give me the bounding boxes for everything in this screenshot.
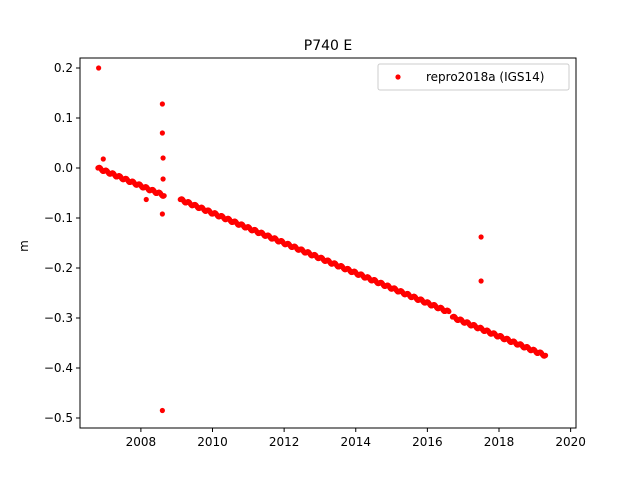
y-tick-label: 0.0 (54, 161, 73, 175)
y-tick-label: −0.1 (44, 211, 73, 225)
x-tick-label: 2012 (269, 435, 300, 449)
data-point (478, 278, 484, 284)
y-tick-label: −0.4 (44, 361, 73, 375)
y-tick-label: −0.5 (44, 411, 73, 425)
data-points (95, 65, 549, 414)
data-point (143, 196, 149, 203)
data-point (96, 65, 102, 71)
legend-box (377, 63, 570, 91)
y-tick-label: −0.2 (44, 261, 73, 275)
x-tick-label: 2010 (197, 435, 228, 449)
data-point (159, 407, 165, 414)
y-axis-label: m (17, 240, 31, 252)
legend: repro2018a (IGS14) (377, 63, 570, 91)
x-tick-label: 2018 (484, 435, 515, 449)
data-point (100, 156, 106, 162)
data-point (159, 130, 165, 136)
data-point (446, 308, 452, 315)
y-tick-label: 0.1 (54, 111, 73, 125)
data-point (478, 234, 484, 240)
y-tick-label: −0.3 (44, 311, 73, 325)
legend-marker (395, 74, 401, 80)
data-point (159, 101, 165, 107)
y-tick-label: 0.2 (54, 61, 73, 75)
data-point (161, 193, 167, 199)
data-point (542, 352, 549, 358)
legend-label: repro2018a (IGS14) (426, 70, 544, 84)
x-tick-label: 2020 (555, 435, 586, 449)
plot-frame (79, 57, 577, 429)
x-tick-label: 2016 (412, 435, 443, 449)
data-point (160, 176, 166, 182)
y-axis: 0.2 0.1 0.0 −0.1 −0.2 −0.3 −0.4 −0.5 (44, 61, 80, 425)
data-point (160, 155, 166, 161)
data-point (159, 211, 165, 217)
chart-title: P740 E (304, 38, 352, 54)
x-axis: 2008 2010 2012 2014 2016 2018 2020 (126, 428, 586, 449)
x-tick-label: 2014 (340, 435, 371, 449)
x-tick-label: 2008 (126, 435, 157, 449)
